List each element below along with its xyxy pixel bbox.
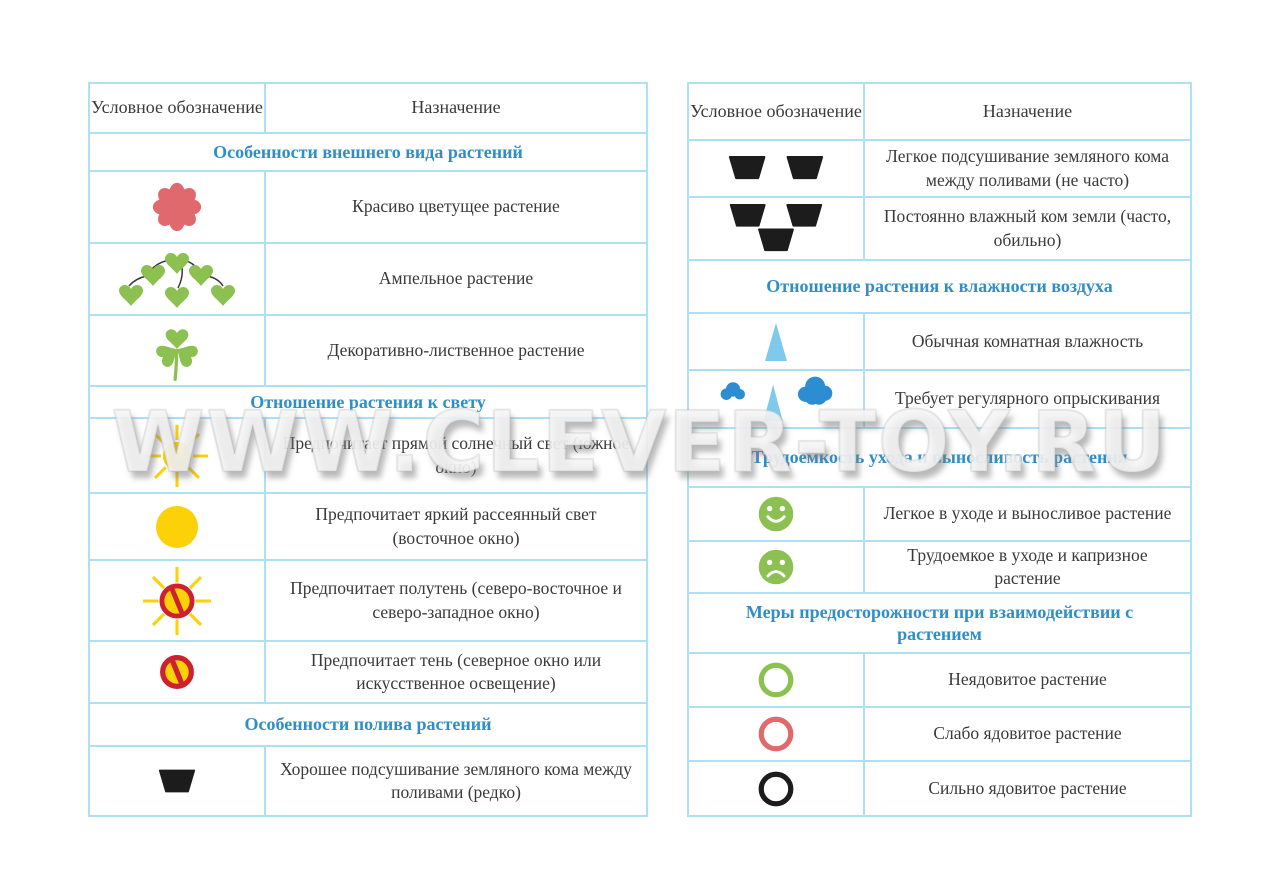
table-row: Неядовитое растение [689,652,1190,706]
table-row: Слабо ядовитое растение [689,706,1190,760]
meaning-cell: Сильно ядовитое растение [928,777,1127,798]
meaning-cell: Предпочитает прямой солнечный свет (южно… [282,433,630,477]
table-row: Сильно ядовитое растение [689,760,1190,815]
symbol-cell [689,542,865,592]
symbol-cell [90,642,266,702]
table-row: Требует регулярного опрыскивания [689,369,1190,427]
symbol-header-cell: Условное обозначение [90,84,266,132]
symbol-cell [689,654,865,706]
meaning-cell: Слабо ядовитое растение [933,723,1122,744]
symbol-cell [90,419,266,492]
clover-icon [156,328,198,381]
yellow-circle-icon [156,505,198,548]
one-pot-icon [158,769,196,793]
three-pots-icon [729,204,823,252]
table-row: Предпочитает полутень (северо-восточное … [90,559,646,640]
section-row-appearance: Особенности внешнего вида растений [90,132,646,170]
meaning-header-cell: Назначение [982,100,1073,121]
meaning-header-cell: Назначение [411,97,501,118]
table-header-row: Условное обозначение Назначение [90,84,646,132]
table-row: Ампельное растение [90,242,646,314]
section-row-precautions: Меры предосторожности при взаимодействии… [689,592,1190,652]
symbol-cell [90,747,266,815]
symbol-cell [689,371,865,427]
table-row: Хорошее подсушивание земляного кома межд… [90,745,646,815]
meaning-cell: Ампельное растение [378,268,534,289]
symbol-cell [689,708,865,760]
symbol-cell [90,494,266,559]
meaning-cell: Трудоемкое в уходе и капризное растение [907,544,1148,588]
symbol-cell [689,141,865,196]
table-header-row: Условное обозначение Назначение [689,84,1190,139]
section-row-watering: Особенности полива растений [90,702,646,745]
green-ring-icon [758,662,794,698]
symbol-cell [689,314,865,369]
flower-icon [152,182,202,232]
sun-prohibited-icon [142,566,212,635]
table-row: Трудоемкое в уходе и капризное растение [689,540,1190,592]
prohibition-sign-icon [160,655,194,689]
symbol-cell [90,316,266,385]
meaning-cell: Требует регулярного опрыскивания [894,388,1161,409]
meaning-cell: Красиво цветущее растение [352,196,560,217]
meaning-cell: Неядовитое растение [948,669,1107,690]
left-legend-table: Условное обозначение Назначение Особенно… [88,82,648,817]
meaning-cell: Предпочитает тень (северное окно или иск… [310,649,602,693]
section-row-light: Отношение растения к свету [90,385,646,417]
meaning-cell: Декоративно-лиственное растение [327,339,585,360]
table-row: Постоянно влажный ком земли (часто, обил… [689,196,1190,259]
happy-face-icon [758,496,794,532]
meaning-cell: Легкое в уходе и выносливое растение [883,503,1172,524]
meaning-cell: Предпочитает яркий рассеянный свет (вост… [315,504,597,548]
symbol-cell [90,172,266,242]
meaning-cell: Легкое подсушивание земляного кома между… [886,146,1169,190]
table-row: Предпочитает тень (северное окно или иск… [90,640,646,702]
section-row-care-difficulty: Трудоемкость ухода и выносливость растен… [689,427,1190,486]
table-row: Декоративно-лиственное растение [90,314,646,385]
table-row: Красиво цветущее растение [90,170,646,242]
spray-clouds-icon [720,376,833,421]
table-row: Предпочитает яркий рассеянный свет (вост… [90,492,646,559]
symbol-cell [90,244,266,314]
symbol-cell [689,198,865,259]
red-ring-icon [758,716,794,752]
table-row: Легкое в уходе и выносливое растение [689,486,1190,540]
sun-icon [145,424,209,487]
symbol-cell [689,762,865,815]
sad-face-icon [758,549,794,585]
hanging-hearts-icon [119,253,235,308]
section-row-humidity: Отношение растения к влажности воздуха [689,259,1190,312]
meaning-cell: Обычная комнатная влажность [911,330,1144,351]
meaning-cell: Постоянно влажный ком земли (часто, обил… [883,206,1172,250]
table-row: Предпочитает прямой солнечный свет (южно… [90,417,646,492]
symbol-header-cell: Условное обозначение [689,84,865,139]
two-pots-icon [728,156,824,180]
symbol-cell [90,561,266,640]
symbol-cell [689,488,865,540]
black-ring-icon [758,771,794,806]
meaning-cell: Предпочитает полутень (северо-восточное … [290,578,622,622]
table-row: Легкое подсушивание земляного кома между… [689,139,1190,196]
right-legend-table: Условное обозначение Назначение Легкое п… [687,82,1192,817]
meaning-cell: Хорошее подсушивание земляного кома межд… [280,758,632,802]
water-triangle-icon [765,322,787,361]
table-row: Обычная комнатная влажность [689,312,1190,369]
